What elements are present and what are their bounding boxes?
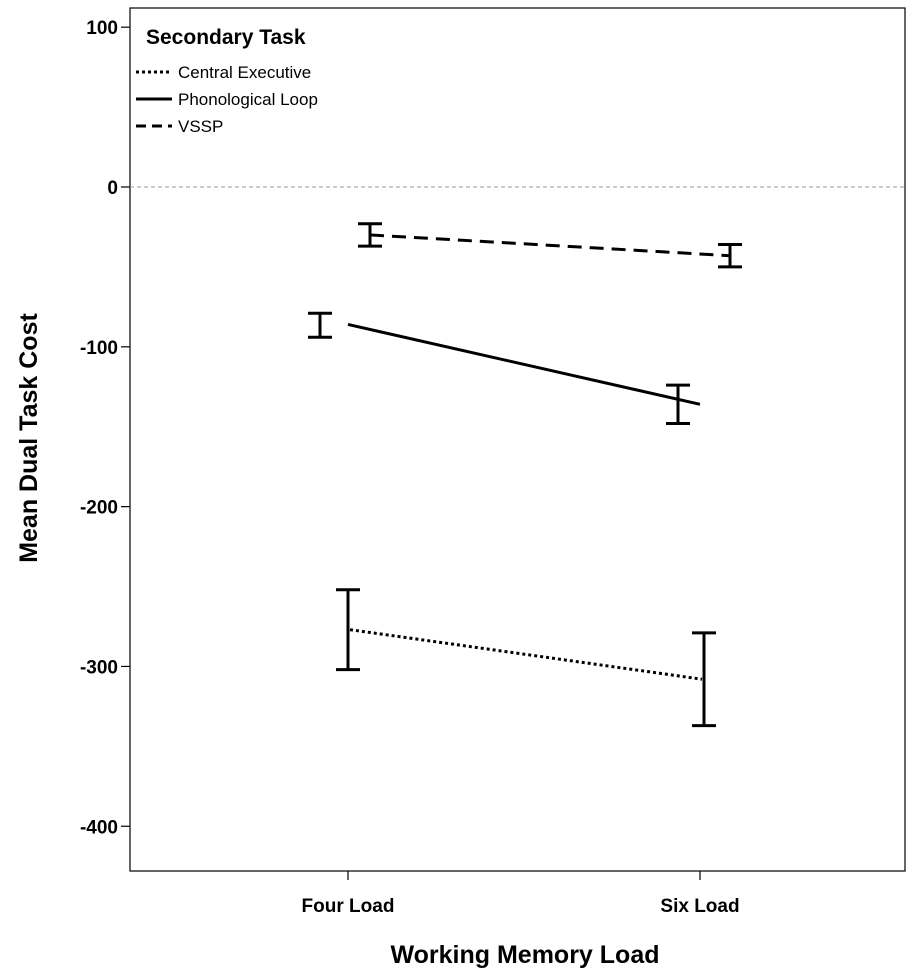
y-tick-label: 100 [86,18,118,39]
series-layer [308,222,742,728]
series-central-executive [336,588,716,728]
series-vssp [358,222,742,269]
x-axis-title: Working Memory Load [390,941,659,969]
legend-label: Central Executive [178,63,311,82]
legend-label: Phonological Loop [178,90,318,109]
series-line [349,628,703,681]
legend-label: VSSP [178,117,223,136]
x-tick-label: Six Load [660,896,739,917]
series-phonological-loop [308,311,701,426]
series-line [347,322,701,406]
y-tick-label: -100 [80,338,118,359]
legend-title: Secondary Task [146,26,306,49]
y-tick-label: -300 [80,657,118,678]
series-line [369,233,731,258]
plot-area [129,7,906,872]
y-ticks: 100 0 -100 -200 -300 -400 Four Load Six Load [80,18,740,917]
legend: Secondary Task Central Executive Phonolog… [136,26,318,136]
plot-frame [129,7,906,872]
y-tick-label: -400 [80,817,118,838]
x-tick-label: Four Load [302,896,395,917]
y-axis-title: Mean Dual Task Cost [15,313,43,563]
y-tick-label: 0 [107,178,118,199]
y-tick-label: -200 [80,498,118,519]
